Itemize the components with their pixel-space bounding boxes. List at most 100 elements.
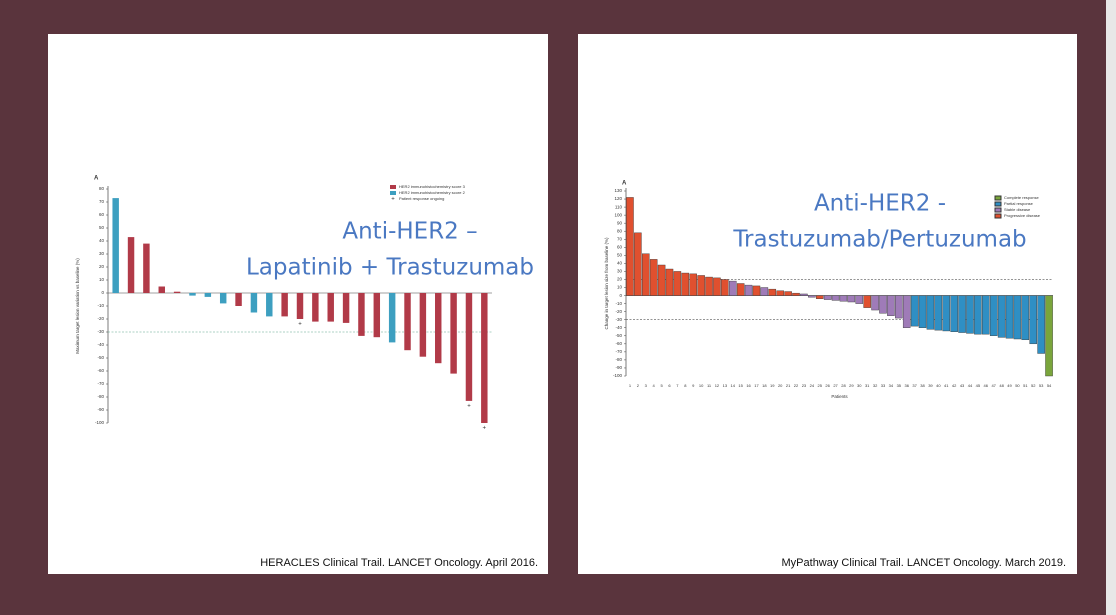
y-tick-label: -20: [97, 316, 104, 321]
bar: [219, 293, 227, 304]
bar: [481, 293, 488, 423]
y-tick-label: -100: [95, 420, 105, 425]
bar: [373, 293, 381, 338]
y-tick-label: -80: [97, 394, 104, 399]
bar: [760, 287, 769, 296]
bar: [721, 279, 729, 296]
y-tick-label: -30: [615, 317, 622, 322]
y-tick-label: 10: [99, 277, 105, 282]
x-tick-label: 10: [699, 383, 704, 388]
bar: [958, 295, 966, 333]
x-tick-label: 18: [762, 383, 767, 388]
y-tick-label: 20: [617, 277, 623, 282]
y-tick-label: -50: [97, 355, 104, 360]
x-tick-label: 45: [976, 383, 981, 388]
x-tick-label: 36: [904, 383, 909, 388]
x-tick-label: 35: [897, 383, 902, 388]
bar: [879, 295, 887, 314]
y-tick-label: 50: [617, 253, 623, 258]
legend-swatch: [994, 207, 1002, 213]
bar: [784, 291, 792, 296]
legend-label: Partial response: [1004, 201, 1034, 206]
bar: [626, 197, 634, 296]
bar: [1037, 295, 1045, 354]
bar: [158, 286, 165, 293]
x-tick-label: 42: [952, 383, 957, 388]
y-tick-label: 60: [617, 244, 623, 249]
bar: [705, 276, 713, 296]
bar: [665, 268, 674, 296]
x-tick-label: 53: [1039, 383, 1044, 388]
x-tick-label: 17: [754, 383, 759, 388]
x-tick-label: 20: [778, 383, 783, 388]
y-tick-label: -80: [615, 357, 622, 362]
x-tick-label: 41: [944, 383, 949, 388]
bar: [143, 243, 150, 293]
bar: [863, 295, 871, 308]
x-tick-label: 22: [794, 383, 799, 388]
bar: [895, 295, 903, 319]
bar: [997, 295, 1006, 338]
bar: [831, 295, 840, 301]
x-tick-label: 50: [1015, 383, 1020, 388]
y-tick-label: 50: [99, 225, 105, 230]
x-tick-label: 16: [746, 383, 751, 388]
bar: [465, 293, 473, 401]
bar: [792, 292, 800, 296]
x-tick-label: 7: [676, 383, 679, 388]
y-tick-label: -70: [97, 381, 104, 386]
x-tick-label: 28: [841, 383, 846, 388]
y-tick-label: 90: [617, 220, 623, 225]
ongoing-marker: +: [483, 426, 487, 432]
y-tick-label: -100: [613, 373, 623, 378]
x-tick-label: 48: [999, 383, 1004, 388]
legend-swatch: [390, 185, 396, 189]
bar: [966, 295, 974, 334]
bar: [649, 259, 658, 296]
overlay-title: Trastuzumab/Pertuzumab: [732, 227, 1026, 253]
x-tick-label: 1: [629, 383, 632, 388]
y-axis-label: Change in target lesion size from baseli…: [604, 237, 609, 330]
x-tick-label: 15: [738, 383, 743, 388]
x-tick-label: 32: [873, 383, 878, 388]
y-tick-label: -70: [615, 349, 622, 354]
y-tick-label: 70: [99, 199, 105, 204]
x-tick-label: 21: [786, 383, 791, 388]
y-tick-label: 110: [615, 204, 623, 209]
bar: [173, 291, 181, 293]
overlay-title: Lapatinib + Trastuzumab: [246, 255, 534, 281]
y-tick-label: 80: [617, 228, 623, 233]
bar: [127, 237, 135, 293]
bar: [327, 293, 334, 322]
y-tick-label: 0: [619, 293, 622, 298]
bar: [989, 295, 998, 336]
bar: [871, 295, 879, 311]
legend-swatch: [390, 191, 396, 195]
x-tick-label: 37: [912, 383, 917, 388]
edge-strip: [1106, 0, 1116, 615]
bar: [697, 275, 705, 296]
y-tick-label: -20: [615, 309, 622, 314]
x-tick-label: 39: [928, 383, 933, 388]
bar: [681, 272, 690, 296]
bar: [950, 295, 958, 332]
legend-swatch: [994, 201, 1002, 207]
bar: [1045, 295, 1053, 377]
legend-marker: +: [391, 197, 395, 203]
bar: [926, 295, 935, 330]
x-tick-label: 54: [1047, 383, 1052, 388]
x-tick-label: 49: [1007, 383, 1012, 388]
y-tick-label: -50: [615, 333, 622, 338]
x-tick-label: 5: [660, 383, 663, 388]
bar: [673, 271, 682, 296]
legend-label: Patient response ongoing: [399, 196, 444, 201]
bar: [689, 273, 697, 296]
legend-label: Complete response: [1004, 195, 1039, 200]
bar: [250, 293, 258, 313]
bar: [404, 293, 411, 351]
legend-swatch: [994, 195, 1002, 201]
bar: [839, 295, 848, 302]
bar: [736, 283, 745, 296]
bar: [657, 264, 666, 296]
